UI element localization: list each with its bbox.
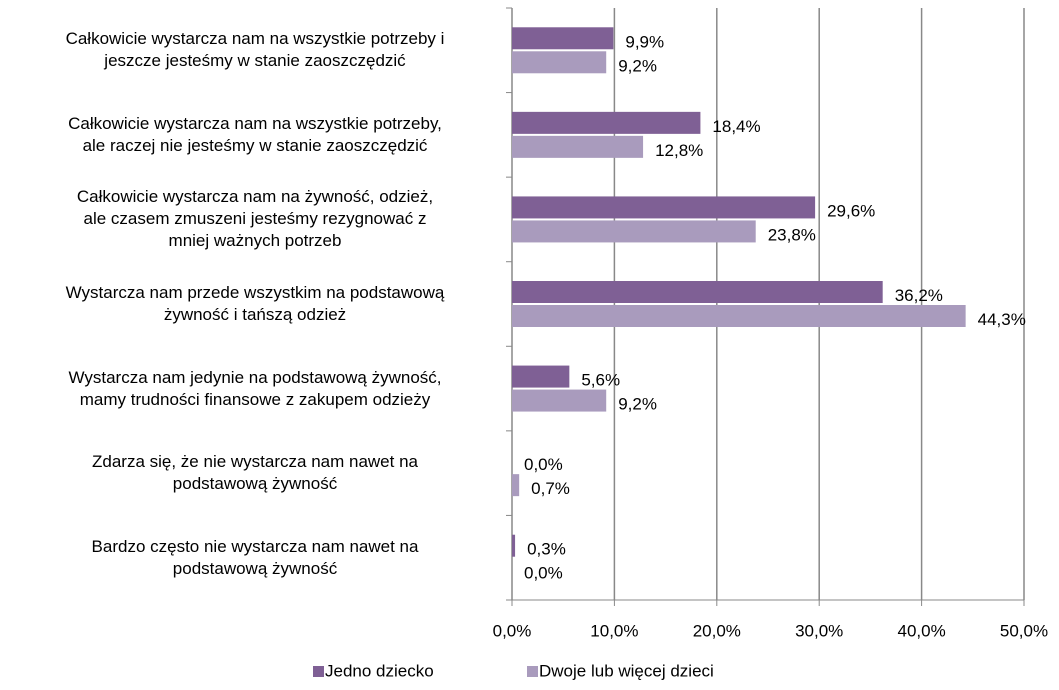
bar [512, 305, 966, 327]
category-label: Wystarcza nam jedynie na podstawową żywn… [68, 367, 442, 409]
category-label: Całkowicie wystarcza nam na wszystkie po… [68, 113, 442, 155]
value-label: 23,8% [768, 225, 816, 244]
legend-swatch [527, 666, 538, 677]
value-label: 5,6% [581, 371, 620, 390]
value-label: 0,3% [527, 540, 566, 559]
value-label: 0,7% [531, 479, 570, 498]
x-tick-label: 0,0% [493, 621, 532, 640]
value-label: 18,4% [712, 117, 760, 136]
x-tick-label: 50,0% [1000, 621, 1048, 640]
bar [512, 365, 570, 388]
bar [512, 389, 607, 412]
category-label: Całkowicie wystarcza nam na wszystkie po… [65, 29, 445, 71]
category-label: Całkowicie wystarcza nam na żywność, odz… [76, 187, 434, 251]
category-label: Bardzo często nie wystarcza nam nawet na… [91, 536, 419, 578]
value-label: 0,0% [524, 455, 563, 474]
x-tick-label: 20,0% [693, 621, 741, 640]
category-label: Zdarza się, że nie wystarcza nam nawet n… [92, 452, 418, 494]
value-label: 44,3% [978, 310, 1026, 329]
legend-label: Dwoje lub więcej dzieci [539, 661, 714, 680]
bar [512, 474, 520, 497]
bar [512, 281, 883, 303]
value-label: 9,2% [618, 56, 657, 75]
legend-label: Jedno dziecko [325, 661, 434, 680]
category-label: Wystarcza nam przede wszystkim na podsta… [65, 283, 445, 324]
value-label: 9,9% [625, 32, 664, 51]
bar [512, 534, 516, 557]
bar [512, 135, 644, 158]
value-label: 36,2% [895, 286, 943, 305]
bar [512, 220, 756, 243]
value-label: 0,0% [524, 564, 563, 583]
x-tick-label: 10,0% [590, 621, 638, 640]
legend-swatch [313, 666, 324, 677]
bar [512, 196, 816, 219]
value-label: 12,8% [655, 141, 703, 160]
x-tick-label: 40,0% [897, 621, 945, 640]
bar [512, 27, 614, 50]
value-label: 29,6% [827, 201, 875, 220]
x-tick-label: 30,0% [795, 621, 843, 640]
bar [512, 111, 701, 134]
value-label: 9,2% [618, 395, 657, 414]
bar [512, 51, 607, 74]
